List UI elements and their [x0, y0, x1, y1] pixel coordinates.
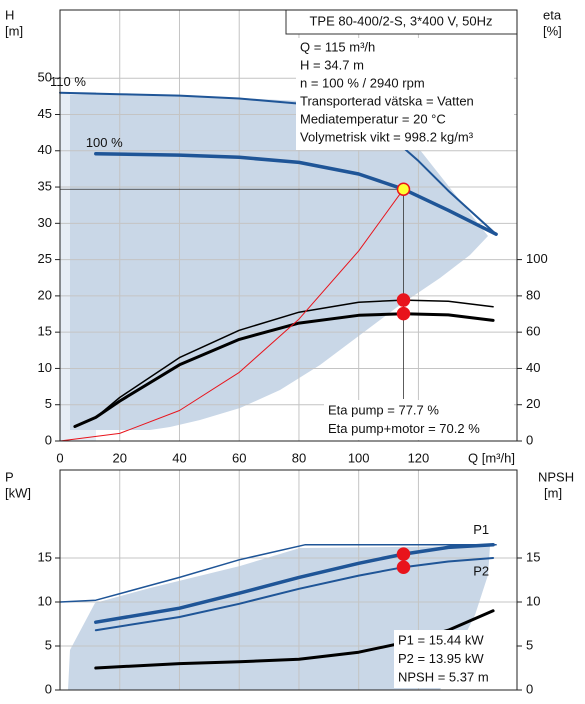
plot-frame	[59, 469, 518, 691]
operating-point	[396, 560, 411, 574]
y-tick-label: 40	[38, 142, 52, 157]
curve	[59, 188, 404, 442]
y-tick-label: 0	[45, 681, 52, 696]
y-tick-label: 5	[45, 637, 52, 652]
x-tick-label: 20	[113, 450, 127, 465]
curve	[59, 544, 497, 603]
y-axis-unit: [m]	[5, 23, 23, 38]
y-axis-unit: [kW]	[5, 485, 31, 500]
curve	[94, 543, 495, 624]
operating-range	[68, 546, 490, 690]
series-label: P2	[473, 563, 489, 578]
x-axis-label: Q [m³/h]	[468, 450, 515, 465]
info-text: n = 100 % / 2940 rpm	[300, 75, 425, 90]
y2-axis-label: NPSH	[538, 469, 574, 484]
y-axis-label: H	[5, 7, 14, 22]
y2-tick-label: 0	[526, 432, 533, 447]
result-text: NPSH = 5.37 m	[398, 669, 489, 684]
result-text: P1 = 15.44 kW	[398, 632, 484, 647]
operating-point	[396, 293, 411, 307]
operating-point	[396, 306, 411, 321]
markers	[396, 182, 411, 574]
y2-axis-unit: [m]	[544, 485, 562, 500]
x-tick-label: 120	[408, 450, 430, 465]
y-tick-label: 0	[45, 432, 52, 447]
y2-tick-label: 100	[526, 251, 548, 266]
info-text: H = 34.7 m	[300, 57, 364, 72]
y-tick-label: 10	[38, 593, 52, 608]
y-tick-label: 20	[38, 287, 52, 302]
y-tick-label: 15	[38, 324, 52, 339]
series-label: 100 %	[86, 135, 123, 150]
x-tick-label: 0	[56, 450, 63, 465]
curve	[95, 299, 494, 419]
operating-point	[396, 182, 411, 196]
x-tick-label: 100	[348, 450, 370, 465]
operating-point	[396, 547, 411, 561]
series-label: P1	[473, 522, 489, 537]
y-tick-label: 45	[38, 106, 52, 121]
x-tick-label: 60	[232, 450, 246, 465]
y2-tick-label: 40	[526, 360, 540, 375]
operating-range	[70, 94, 488, 430]
result-text: Eta pump+motor = 70.2 %	[328, 421, 480, 436]
result-text: P2 = 13.95 kW	[398, 651, 484, 666]
info-text: Mediatemperatur = 20 °C	[300, 111, 446, 126]
info-text: Transporterad vätska = Vatten	[300, 93, 474, 108]
x-tick-label: 80	[292, 450, 306, 465]
y-tick-label: 35	[38, 178, 52, 193]
y2-tick-label: 10	[526, 593, 540, 608]
info-box	[296, 38, 514, 150]
y-tick-label: 15	[38, 549, 52, 564]
x-tick-label: 40	[172, 450, 186, 465]
y2-tick-label: 80	[526, 287, 540, 302]
y2-axis-unit: [%]	[543, 23, 562, 38]
y-axis-label: P	[5, 469, 14, 484]
curve	[94, 557, 495, 632]
curve	[73, 312, 495, 428]
results-box	[324, 400, 514, 440]
y2-tick-label: 15	[526, 549, 540, 564]
y2-tick-label: 0	[526, 681, 533, 696]
results-box	[394, 630, 516, 688]
y2-tick-label: 20	[526, 396, 540, 411]
info-text: Q = 115 m³/h	[300, 39, 375, 54]
y-tick-label: 50	[38, 70, 52, 85]
plot-frame	[59, 9, 518, 442]
y2-tick-label: 5	[526, 637, 533, 652]
y2-tick-label: 60	[526, 324, 540, 339]
y-tick-label: 25	[38, 251, 52, 266]
info-text: Volymetrisk vikt = 998.2 kg/m³	[300, 129, 474, 144]
y-tick-label: 30	[38, 215, 52, 230]
y-tick-label: 10	[38, 360, 52, 375]
result-text: Eta pump = 77.7 %	[328, 402, 439, 417]
series-label: 110 %	[50, 74, 86, 89]
chart-title: TPE 80-400/2-S, 3*400 V, 50Hz	[309, 13, 492, 28]
y-tick-label: 5	[45, 396, 52, 411]
y2-axis-label: eta	[543, 7, 562, 22]
curve	[94, 151, 498, 236]
